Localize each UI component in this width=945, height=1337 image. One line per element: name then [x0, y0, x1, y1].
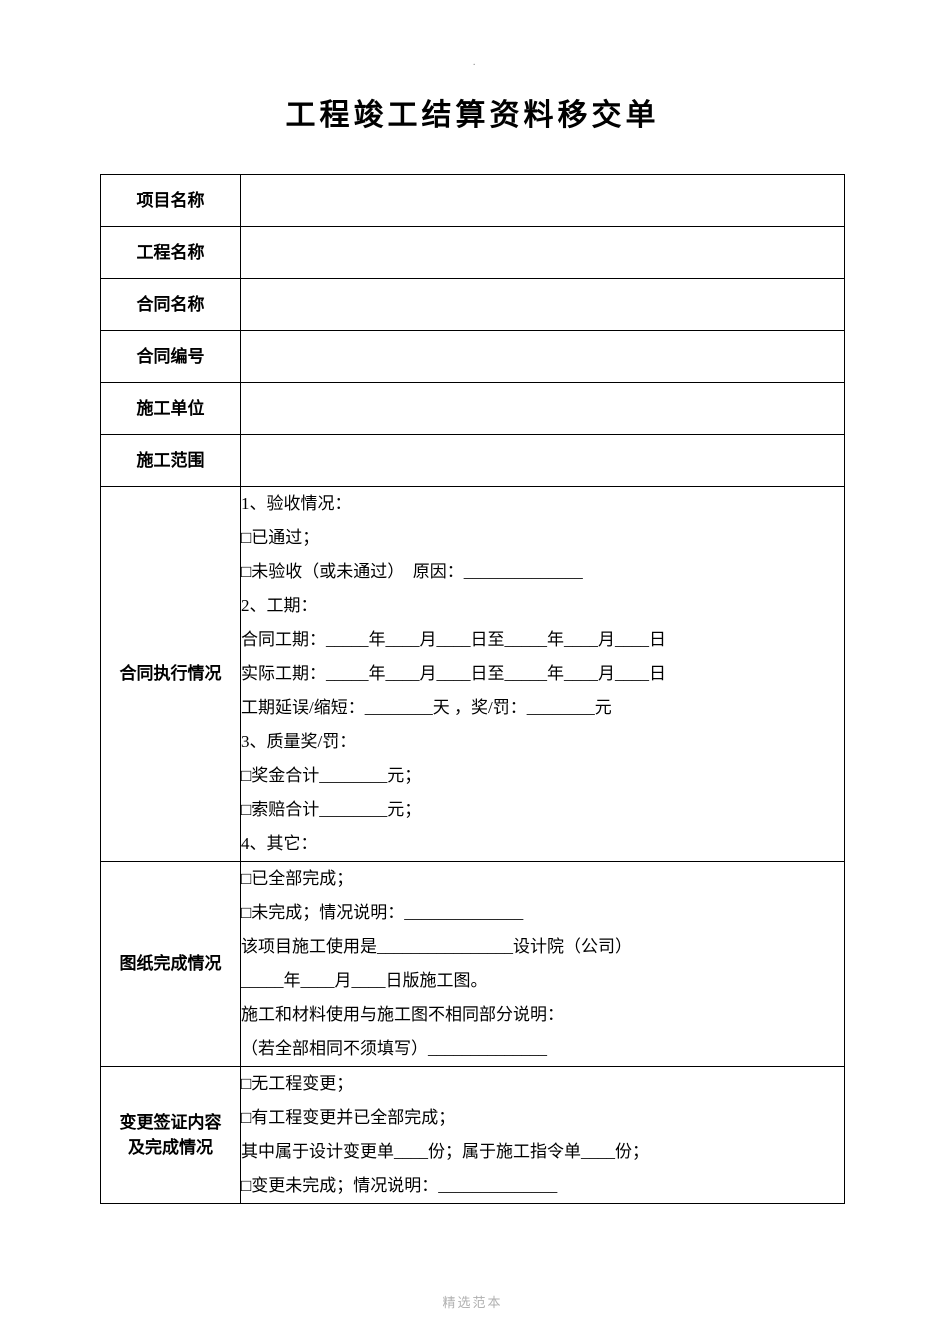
table-row: 合同执行情况 1、验收情况： □已通过； □未验收（或未通过） 原因：_____…	[101, 487, 845, 862]
document-title: 工程竣工结算资料移交单	[100, 90, 845, 134]
content-line: □未完成；情况说明：______________	[241, 896, 844, 930]
content-line: （若全部相同不须填写）______________	[241, 1032, 844, 1066]
table-row: 合同编号	[101, 331, 845, 383]
section-label: 合同执行情况	[101, 487, 241, 862]
field-value	[241, 383, 845, 435]
field-label: 合同名称	[101, 279, 241, 331]
content-line: □变更未完成；情况说明：______________	[241, 1169, 844, 1203]
content-line: 工期延误/缩短：________天 ，奖/罚：________元	[241, 691, 844, 725]
table-row: 变更签证内容 及完成情况 □无工程变更； □有工程变更并已全部完成； 其中属于设…	[101, 1067, 845, 1204]
content-line: 1、验收情况：	[241, 487, 844, 521]
label-line: 变更签证内容	[101, 1110, 240, 1136]
content-line: 实际工期：_____年____月____日至_____年____月____日	[241, 657, 844, 691]
field-label: 施工范围	[101, 435, 241, 487]
section-content: □已全部完成； □未完成；情况说明：______________ 该项目施工使用…	[241, 862, 845, 1067]
content-line: 3、质量奖/罚：	[241, 725, 844, 759]
page-footer: 精选范本	[0, 1292, 945, 1311]
field-label: 项目名称	[101, 175, 241, 227]
section-content: 1、验收情况： □已通过； □未验收（或未通过） 原因：____________…	[241, 487, 845, 862]
field-value	[241, 331, 845, 383]
table-row: 施工单位	[101, 383, 845, 435]
field-label: 工程名称	[101, 227, 241, 279]
content-line: □索赔合计________元；	[241, 793, 844, 827]
field-value	[241, 227, 845, 279]
content-line: □有工程变更并已全部完成；	[241, 1101, 844, 1135]
content-line: 其中属于设计变更单____份；属于施工指令单____份；	[241, 1135, 844, 1169]
content-line: □未验收（或未通过） 原因：______________	[241, 555, 844, 589]
field-label: 施工单位	[101, 383, 241, 435]
table-row: 图纸完成情况 □已全部完成； □未完成；情况说明：______________ …	[101, 862, 845, 1067]
label-line: 及完成情况	[101, 1135, 240, 1161]
table-row: 工程名称	[101, 227, 845, 279]
section-label: 变更签证内容 及完成情况	[101, 1067, 241, 1204]
content-line: 施工和材料使用与施工图不相同部分说明：	[241, 998, 844, 1032]
section-content: □无工程变更； □有工程变更并已全部完成； 其中属于设计变更单____份；属于施…	[241, 1067, 845, 1204]
content-line: _____年____月____日版施工图。	[241, 964, 844, 998]
field-value	[241, 435, 845, 487]
field-label: 合同编号	[101, 331, 241, 383]
table-row: 合同名称	[101, 279, 845, 331]
content-line: 2、工期：	[241, 589, 844, 623]
content-line: □已全部完成；	[241, 862, 844, 896]
content-line: □奖金合计________元；	[241, 759, 844, 793]
page-mark: ·	[473, 60, 476, 63]
table-row: 项目名称	[101, 175, 845, 227]
content-line: 该项目施工使用是________________设计院（公司）	[241, 930, 844, 964]
content-line: 4、其它：	[241, 827, 844, 861]
section-label: 图纸完成情况	[101, 862, 241, 1067]
table-row: 施工范围	[101, 435, 845, 487]
field-value	[241, 279, 845, 331]
page-container: 工程竣工结算资料移交单 项目名称 工程名称 合同名称 合同编号 施工单位 施工范…	[0, 0, 945, 1204]
content-line: □无工程变更；	[241, 1067, 844, 1101]
content-line: □已通过；	[241, 521, 844, 555]
content-line: 合同工期：_____年____月____日至_____年____月____日	[241, 623, 844, 657]
form-table: 项目名称 工程名称 合同名称 合同编号 施工单位 施工范围 合同执行情况 1、验…	[100, 174, 845, 1204]
field-value	[241, 175, 845, 227]
